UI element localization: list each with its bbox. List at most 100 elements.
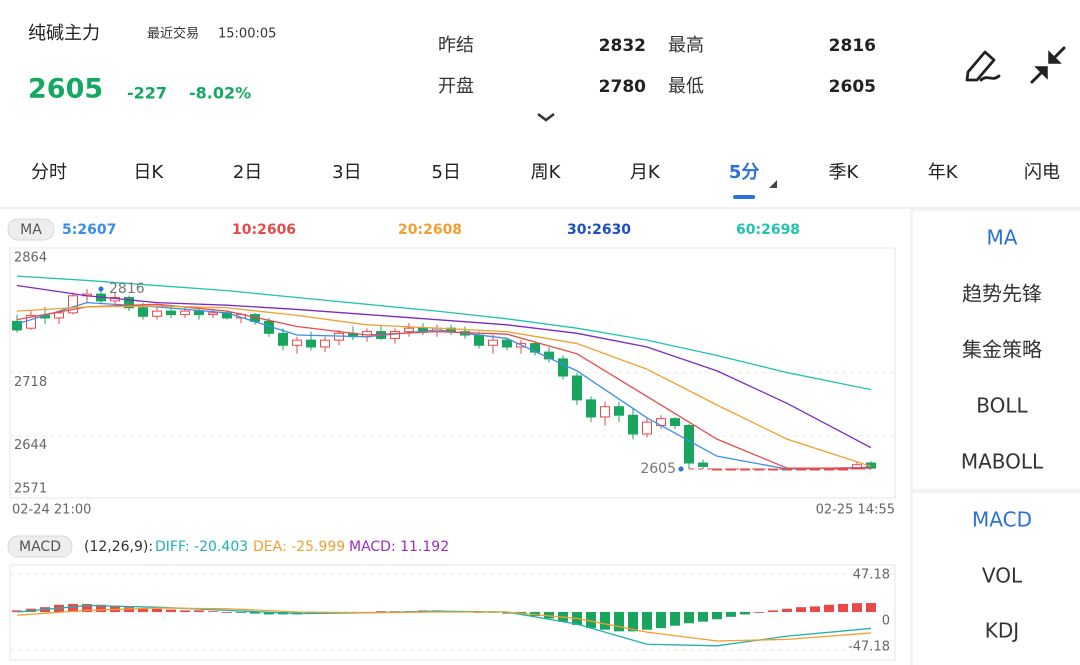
candle-body <box>152 310 162 317</box>
ma-legend-item: 5:2607 <box>62 222 116 238</box>
last-price: 2605 <box>28 74 103 105</box>
y-tick-label: 2864 <box>14 251 47 266</box>
x-end-label: 02-25 14:55 <box>816 503 895 518</box>
high-dot <box>98 286 104 292</box>
tab[interactable]: 3日 <box>332 162 361 183</box>
macd-bar <box>628 612 638 632</box>
indicator-box <box>913 211 1080 489</box>
divider <box>0 207 1080 209</box>
macd-tick-label: 0 <box>882 614 890 629</box>
macd-bar <box>684 612 694 624</box>
ma-pill[interactable] <box>7 218 55 241</box>
macd-bar <box>866 602 876 612</box>
candle-body <box>390 331 400 339</box>
indicator[interactable]: MACD <box>972 508 1032 532</box>
candle-body <box>488 339 498 346</box>
quote-label: 最高 <box>668 35 704 56</box>
candle-body <box>194 310 204 316</box>
y-tick-label: 2571 <box>14 482 47 497</box>
tab[interactable]: 5分 <box>729 162 760 183</box>
tab[interactable]: 日K <box>133 162 164 183</box>
indicator[interactable]: 集金策略 <box>962 338 1042 362</box>
ma-line <box>16 303 871 469</box>
candle-body <box>642 421 652 435</box>
indicator[interactable]: KDJ <box>985 619 1019 643</box>
tab[interactable]: 周K <box>531 162 562 183</box>
macd-bar <box>180 610 190 612</box>
tab[interactable]: 月K <box>630 162 661 183</box>
ma-legend-item: 20:2608 <box>398 222 462 238</box>
candle-body <box>698 462 708 467</box>
candle-body <box>208 312 218 316</box>
macd-bar <box>138 607 148 612</box>
macd-bar <box>726 612 736 617</box>
candle-body <box>628 414 638 435</box>
macd-bar <box>796 607 806 612</box>
y-tick-label: 2718 <box>14 375 47 390</box>
candle-body <box>614 406 624 416</box>
ma-line <box>16 305 872 468</box>
dea-legend: DEA: -25.999 <box>253 539 345 555</box>
macd-bar <box>670 612 680 626</box>
macd-bar <box>376 611 386 612</box>
tab[interactable]: 分时 <box>31 162 67 183</box>
tab[interactable]: 闪电 <box>1024 162 1060 183</box>
macd-bar <box>712 612 722 620</box>
diff-legend: DIFF: -20.403 <box>155 539 248 555</box>
tab[interactable]: 5日 <box>431 162 460 183</box>
ma-line <box>16 275 872 391</box>
macd-bar <box>152 608 162 612</box>
macd-bar <box>768 610 778 612</box>
candle-body <box>586 399 596 418</box>
macd-bar <box>96 604 106 612</box>
high-label: 2816 <box>109 281 145 297</box>
macd-tick-label: 47.18 <box>853 568 890 583</box>
y-tick-label: 2644 <box>14 438 47 453</box>
indicator[interactable]: BOLL <box>976 394 1028 418</box>
macd-pill[interactable] <box>7 535 73 558</box>
candle-body <box>404 327 414 333</box>
candle-body <box>474 334 484 346</box>
candle-body <box>558 358 568 377</box>
ma-legend-item: 60:2698 <box>736 222 800 238</box>
indicator[interactable]: MA <box>987 226 1018 250</box>
macd-bar <box>68 603 78 612</box>
indicator[interactable]: 趋势先锋 <box>962 282 1042 306</box>
expand-chevron[interactable] <box>537 113 555 122</box>
candle-body <box>292 339 302 346</box>
ma-line <box>16 284 872 449</box>
draw-icon[interactable] <box>965 50 1001 82</box>
candle-body <box>166 310 176 316</box>
candle-body <box>12 320 22 331</box>
macd-bar <box>824 604 834 612</box>
indicator[interactable]: VOL <box>982 564 1023 588</box>
ma-pill-label: MA <box>20 222 42 238</box>
macd-bar <box>642 612 652 630</box>
macd-bar <box>166 609 176 612</box>
candle-body <box>54 312 64 319</box>
quote-label: 最低 <box>668 76 704 97</box>
quote-value: 2605 <box>829 77 876 97</box>
price-change-pct: -8.02% <box>189 84 251 103</box>
macd-bar <box>502 612 512 614</box>
candle-body <box>502 339 512 348</box>
candle-body <box>670 418 680 426</box>
collapse-icon[interactable] <box>1030 46 1066 84</box>
indicator[interactable]: MABOLL <box>961 450 1044 474</box>
ma-line <box>16 301 872 470</box>
quote-label: 开盘 <box>438 76 474 97</box>
candle-body <box>572 375 582 401</box>
macd-bar <box>600 612 610 630</box>
tab[interactable]: 2日 <box>233 162 262 183</box>
candle-body <box>684 424 694 464</box>
candle-body <box>320 339 330 348</box>
macd-bar <box>698 612 708 622</box>
candle-body <box>68 295 78 314</box>
macd-bar <box>782 608 792 612</box>
quote-label: 昨结 <box>438 35 474 56</box>
tab[interactable]: 季K <box>828 162 859 183</box>
macd-bar <box>250 612 260 614</box>
tab[interactable]: 年K <box>928 162 959 183</box>
candle-body <box>26 314 36 329</box>
